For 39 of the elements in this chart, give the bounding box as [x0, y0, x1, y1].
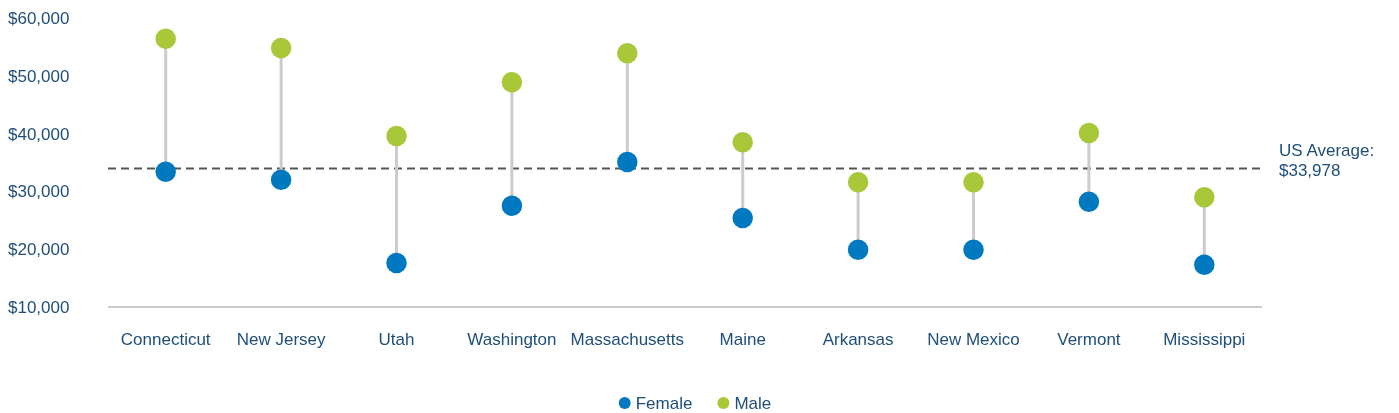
legend-label: Male	[734, 394, 772, 413]
point	[847, 239, 869, 261]
x-tick-label: Maine	[719, 330, 766, 350]
y-tick-label: $20,000	[8, 240, 70, 260]
point	[155, 28, 176, 50]
point	[1194, 254, 1215, 276]
ref-line-label: US Average: $33,978	[1279, 141, 1375, 181]
x-tick-label: New Jersey	[236, 330, 326, 350]
point	[386, 125, 407, 147]
point	[963, 239, 984, 261]
y-tick-label: $30,000	[8, 182, 70, 202]
legend-label: Female	[635, 394, 693, 413]
x-tick-label: Utah	[378, 330, 415, 350]
point	[386, 252, 407, 274]
y-tick-label: $10,000	[8, 297, 70, 317]
point	[1078, 122, 1100, 144]
point	[1078, 191, 1100, 213]
point	[1194, 186, 1215, 208]
point	[732, 207, 753, 229]
point	[617, 43, 638, 64]
point	[270, 37, 292, 59]
x-tick-label: Vermont	[1057, 330, 1121, 350]
point	[501, 195, 523, 217]
x-tick-label: Washington	[467, 330, 557, 350]
point	[963, 171, 984, 193]
x-tick-label: Mississippi	[1163, 330, 1246, 350]
y-tick-label: $60,000	[8, 8, 70, 28]
point	[617, 151, 638, 173]
x-tick-label: Arkansas	[822, 330, 894, 350]
point	[732, 132, 753, 153]
point	[847, 171, 869, 193]
x-tick-label: New Mexico	[927, 330, 1020, 350]
point	[155, 161, 176, 182]
point	[501, 71, 523, 93]
x-tick-label: Connecticut	[120, 330, 211, 350]
x-tick-label: Massachusetts	[570, 330, 684, 350]
y-tick-label: $50,000	[8, 66, 70, 86]
point	[270, 169, 292, 191]
y-tick-label: $40,000	[8, 124, 70, 144]
